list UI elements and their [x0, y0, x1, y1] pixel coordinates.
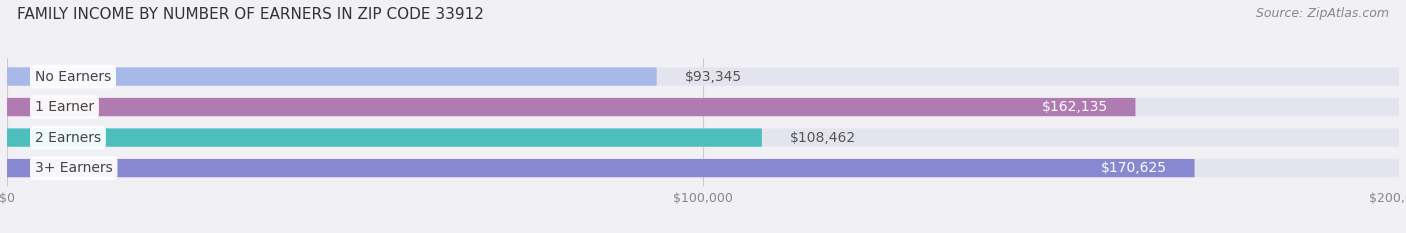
Text: 2 Earners: 2 Earners [35, 130, 101, 145]
FancyBboxPatch shape [7, 67, 1399, 86]
Text: No Earners: No Earners [35, 70, 111, 84]
FancyBboxPatch shape [7, 159, 1399, 177]
FancyBboxPatch shape [7, 159, 1195, 177]
Text: 1 Earner: 1 Earner [35, 100, 94, 114]
Text: $170,625: $170,625 [1101, 161, 1167, 175]
Text: Source: ZipAtlas.com: Source: ZipAtlas.com [1256, 7, 1389, 20]
FancyBboxPatch shape [7, 128, 762, 147]
Text: $108,462: $108,462 [790, 130, 856, 145]
FancyBboxPatch shape [7, 67, 657, 86]
FancyBboxPatch shape [7, 128, 1399, 147]
FancyBboxPatch shape [7, 98, 1399, 116]
Text: FAMILY INCOME BY NUMBER OF EARNERS IN ZIP CODE 33912: FAMILY INCOME BY NUMBER OF EARNERS IN ZI… [17, 7, 484, 22]
FancyBboxPatch shape [7, 98, 1136, 116]
Text: $162,135: $162,135 [1042, 100, 1108, 114]
Text: 3+ Earners: 3+ Earners [35, 161, 112, 175]
Text: $93,345: $93,345 [685, 70, 741, 84]
